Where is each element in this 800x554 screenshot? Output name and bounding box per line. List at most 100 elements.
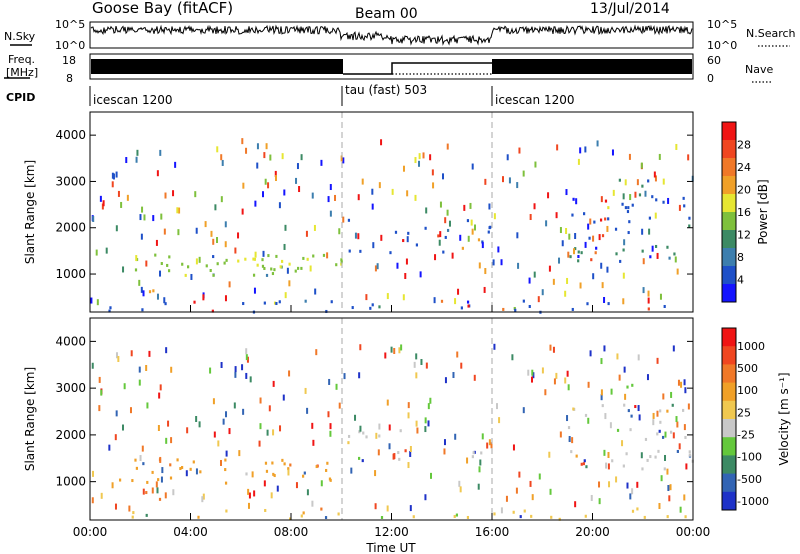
nave-tick-bottom: 0 [707,72,714,85]
velocity-data-cell [123,383,126,390]
velocity-data-cell [505,495,508,502]
velocity-data-cell [656,357,659,364]
velocity-data-cell [329,430,332,437]
power-data-cell [545,220,548,227]
power-data-cell [225,258,228,262]
velocity-data-cell [660,475,663,482]
velocity-data-cell [598,481,601,488]
velocity-data-cell [424,494,427,501]
power-data-cell [653,171,656,178]
power-data-cell [163,228,166,235]
power-data-cell [484,268,487,275]
power-colorbar-tick-label: 12 [737,229,751,242]
velocity-data-cell [425,362,428,369]
power-data-cell [154,253,157,257]
power-data-cell [574,247,577,251]
power-colorbar-tick-label: 8 [737,251,744,264]
power-data-cell [593,220,596,224]
velocity-data-cell [683,494,686,501]
velocity-data-cell [201,496,204,503]
power-data-cell [640,162,643,169]
velocity-data-cell [219,459,222,466]
velocity-data-cell [582,462,585,466]
velocity-data-cell [522,407,525,414]
velocity-data-cell [604,413,607,420]
cpid-panel: CPID icescan 1200 tau (fast) 503 icescan… [6,83,574,107]
velocity-data-cell [111,482,114,489]
velocity-data-cell [409,445,412,452]
velocity-data-cell [132,511,135,515]
velocity-data-cell [393,347,396,354]
power-data-cell [391,188,394,195]
velocity-data-cell [273,474,276,478]
power-data-cell [434,254,437,261]
velocity-data-cell [427,403,430,410]
power-data-cell [541,289,544,296]
power-data-cell [561,240,564,247]
velocity-data-cell [424,417,427,424]
power-data-cell [571,307,574,311]
velocity-data-cell [550,515,553,519]
velocity-xaxis: 00:00 04:00 08:00 12:00 16:00 20:00 00:00 [73,513,710,539]
power-data-cell [369,306,372,310]
velocity-ytick-label: 2000 [55,428,86,442]
velocity-colorbar-swatch [722,346,736,365]
velocity-data-cell [195,468,198,475]
velocity-data-cell [656,432,659,436]
power-data-cell [631,203,634,207]
velocity-data-cell [258,440,261,447]
velocity-data-cell [636,507,639,511]
velocity-data-cell [683,424,686,431]
power-data-cell [286,267,289,274]
velocity-data-cell [189,467,192,471]
power-data-cell [566,277,569,284]
power-data-cell [444,217,447,224]
velocity-colorbar-swatch [722,473,736,493]
power-data-cell [600,262,603,269]
date-title: 13/Jul/2014 [590,1,670,17]
power-data-cell [265,273,269,277]
cpid-segment-1: icescan 1200 [93,93,172,107]
velocity-data-cell [656,410,659,417]
power-data-cell [204,221,207,228]
velocity-data-cell [523,509,526,513]
power-data-cell [577,255,580,259]
velocity-colorbar-swatch [722,491,736,511]
power-data-cell [501,176,504,183]
velocity-data-cell [571,437,574,444]
velocity-data-cell [515,487,518,494]
power-data-cell [467,304,470,308]
power-data-cell [177,229,180,236]
velocity-data-cell [637,354,640,361]
velocity-data-cell [407,402,410,409]
velocity-data-cell [108,444,111,451]
power-data-cell [667,197,670,204]
power-data-cell [537,296,540,303]
velocity-data-cell [378,423,381,430]
power-data-cell [493,213,496,220]
velocity-data-cell [456,351,459,358]
velocity-colorbar-tick-label: -500 [737,473,762,486]
velocity-data-cell [496,403,499,410]
velocity-data-cell [378,434,381,438]
power-data-cell [394,230,398,234]
velocity-data-cell [272,429,275,436]
velocity-data-cell [570,450,573,454]
velocity-data-cell [567,426,571,430]
power-data-cell [372,242,375,249]
power-data-cell [335,263,338,267]
power-colorbar-tick-label: 20 [737,184,751,197]
power-data-cell [284,292,287,299]
velocity-data-cell [245,472,248,476]
velocity-data-cell [397,451,400,455]
power-data-cell [216,262,219,266]
power-data-cell [142,290,145,297]
power-data-cell [311,192,314,199]
velocity-data-cell [444,377,447,384]
velocity-data-cell [115,410,118,417]
velocity-colorbar-tick-label: -25 [737,429,755,442]
power-data-cell [95,249,98,256]
power-data-cell [471,163,474,170]
power-data-cell [629,194,632,201]
velocity-data-cell [325,468,328,472]
